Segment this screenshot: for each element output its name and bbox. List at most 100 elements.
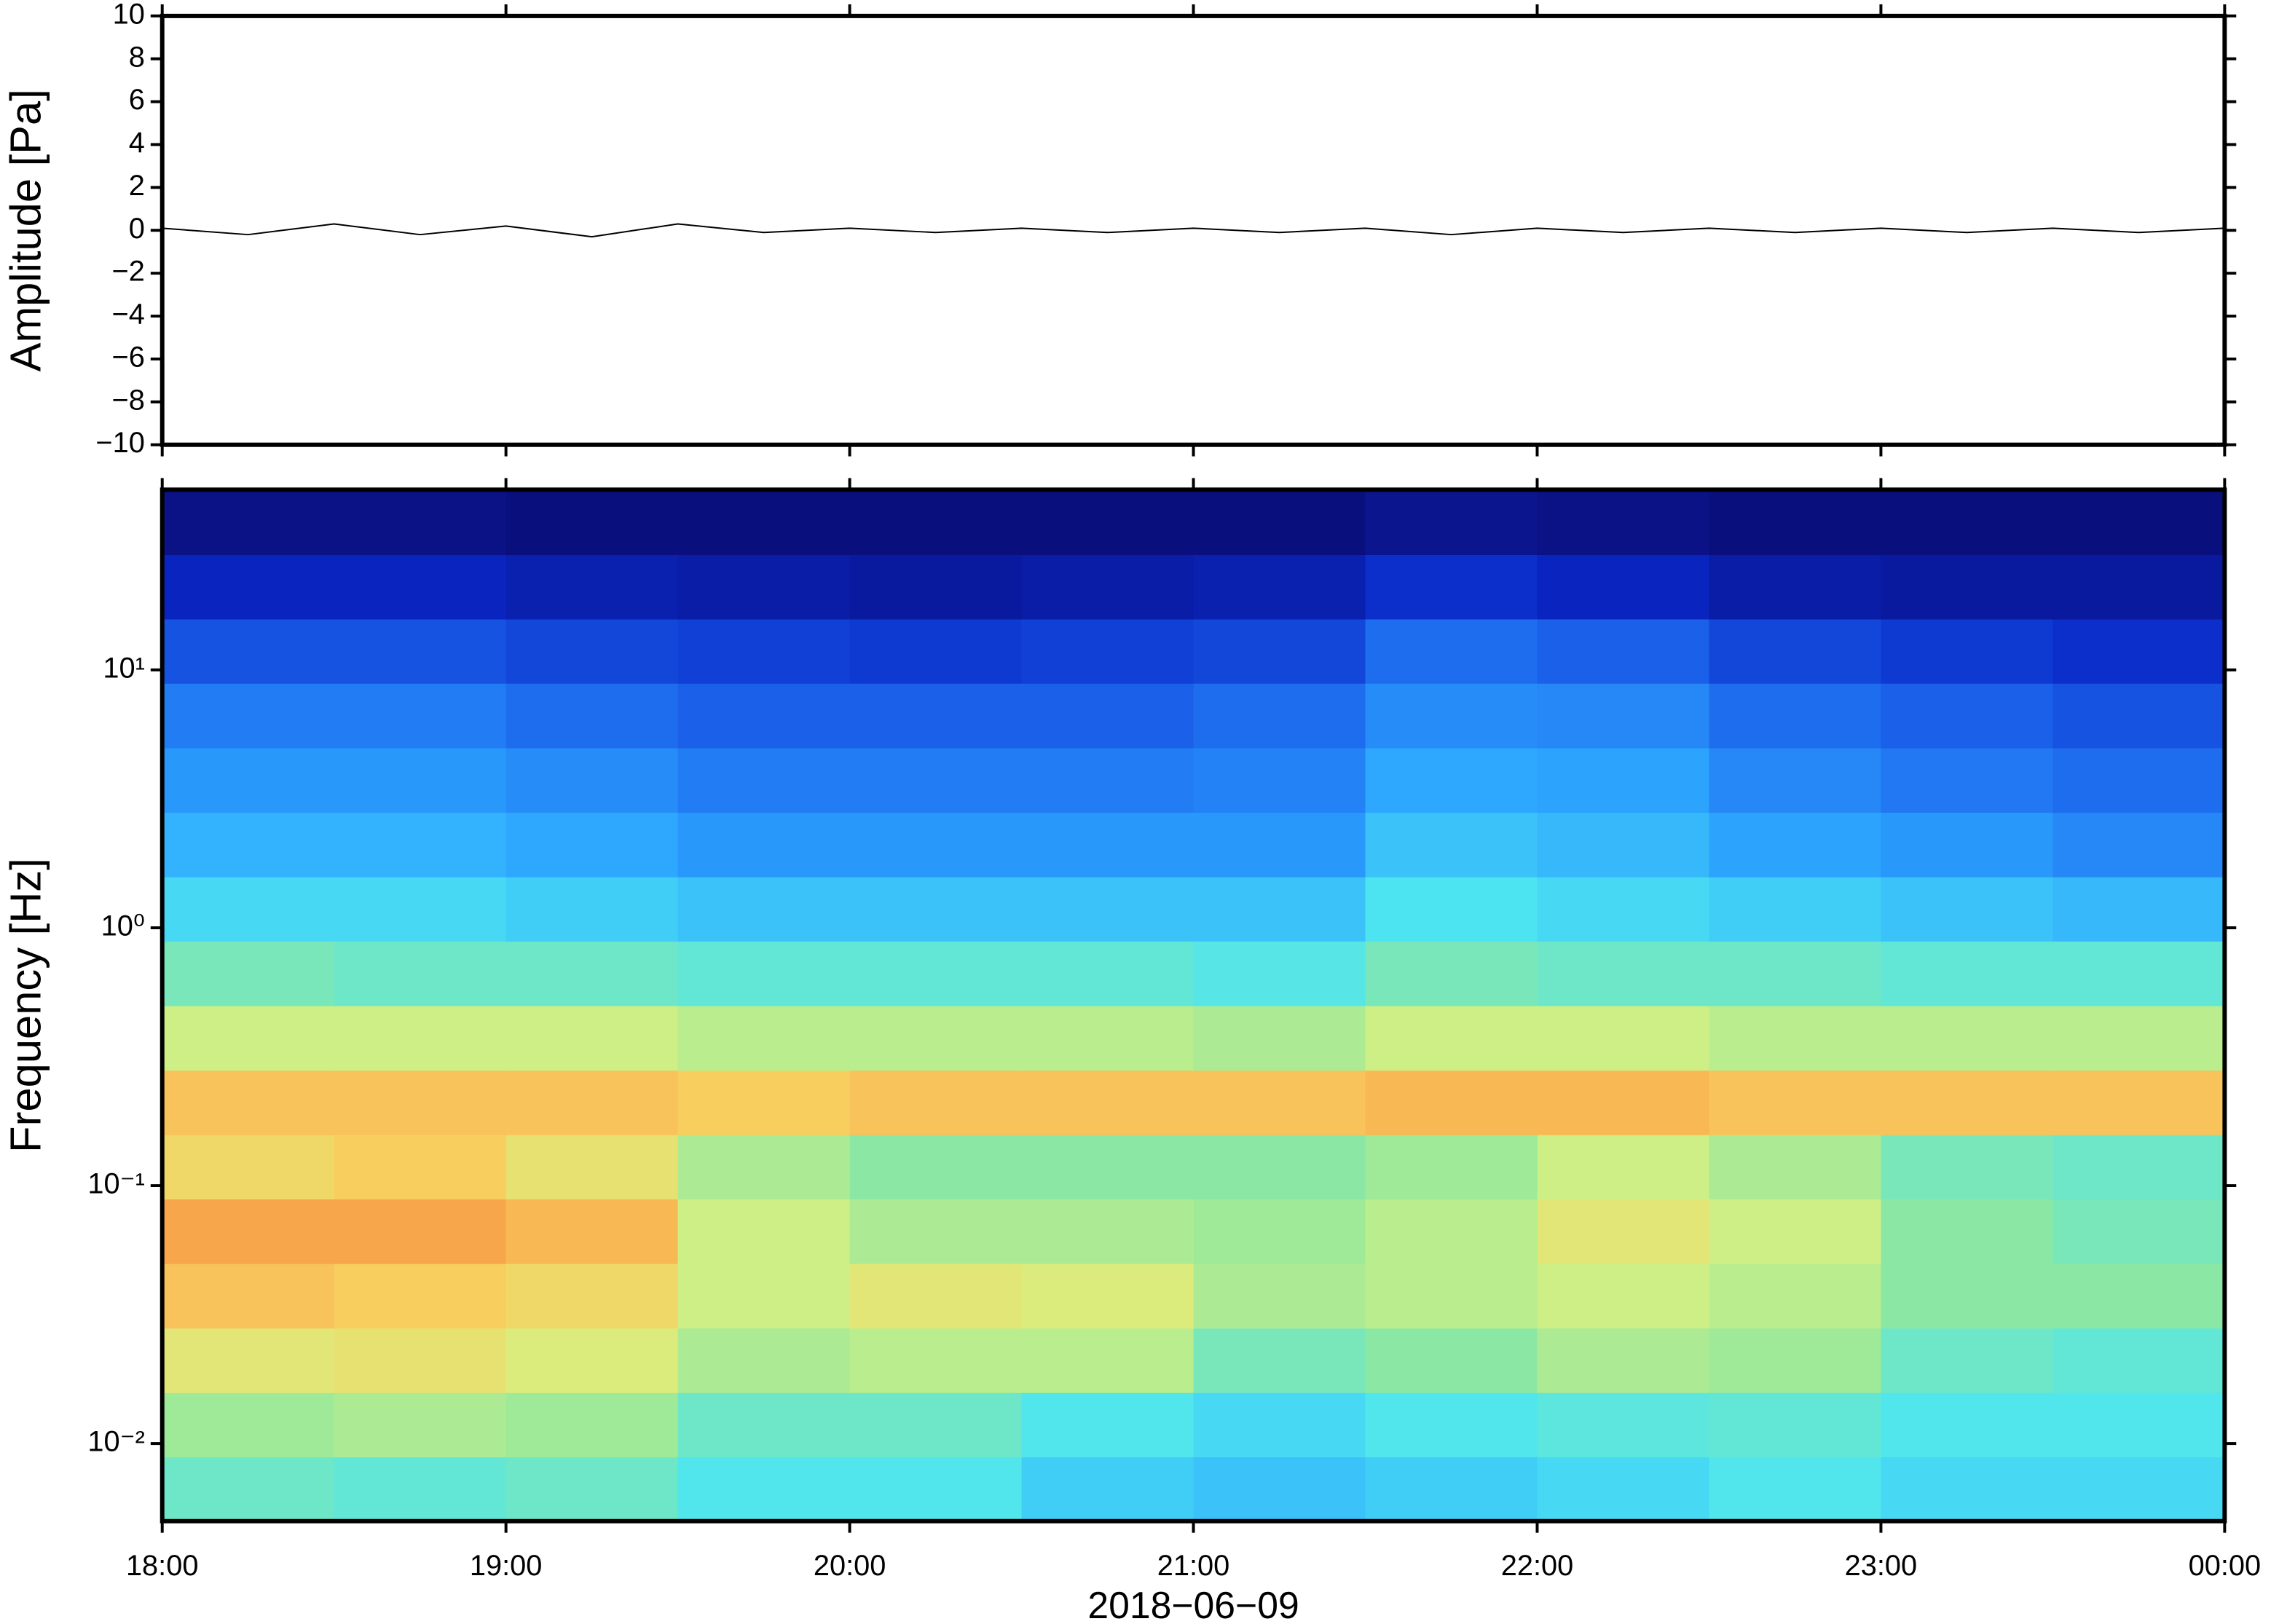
y-tick-label: −2	[112, 256, 145, 288]
spectrogram-cell	[1193, 1457, 1366, 1522]
spectrogram-cell	[334, 553, 507, 620]
panel: −10 −8 −6 −4 −2 0 2 4 6 8 10 Amplitude [Pa]	[1, 0, 2237, 459]
spectrogram-cell	[1021, 940, 1194, 1006]
y-tick-label: −4	[112, 299, 145, 331]
spectrogram-cell	[334, 1328, 507, 1393]
spectrogram-cell	[1021, 812, 1194, 878]
spectrogram-cell	[1021, 553, 1194, 620]
spectrogram-cell	[1193, 1198, 1366, 1264]
spectrogram-cell	[2052, 618, 2226, 684]
spectrogram-cell	[334, 1005, 507, 1071]
spectrogram-cell	[505, 1198, 679, 1264]
spectrogram-cell	[1193, 489, 1366, 555]
spectrogram-cell	[162, 1198, 335, 1264]
spectrogram-cell	[1365, 489, 1538, 555]
spectrogram-cell	[2052, 812, 2226, 878]
spectrogram-cell	[1365, 1457, 1538, 1522]
spectrogram-cell	[2052, 1263, 2226, 1329]
x-tick-label: 19:00	[470, 1550, 542, 1582]
spectrogram-cell	[2052, 682, 2226, 749]
spectrogram-cell	[1881, 1392, 2054, 1458]
spectrogram-cell	[2052, 940, 2226, 1006]
spectrogram-cell	[849, 1457, 1023, 1522]
spectrogram-cell	[162, 682, 335, 749]
spectrogram-cell	[1709, 1457, 1882, 1522]
spectrogram-cell	[1537, 812, 1710, 878]
spectrogram-cell	[1365, 618, 1538, 684]
spectrogram-cell	[1365, 747, 1538, 813]
spectrogram-cell	[1537, 747, 1710, 813]
spectrogram-cell	[1709, 618, 1882, 684]
spectrogram-cell	[677, 876, 851, 942]
spectrogram-cell	[677, 1070, 851, 1135]
y-tick-label: 2	[129, 170, 145, 202]
y-tick-label: −10	[95, 427, 144, 459]
spectrogram-cell	[1537, 489, 1710, 555]
spectrogram-cell	[1365, 1392, 1538, 1458]
y-tick-label: 8	[129, 41, 145, 73]
spectrogram-cell	[1537, 876, 1710, 942]
spectrogram-cell	[505, 1392, 679, 1458]
x-tick-label: 22:00	[1501, 1550, 1573, 1582]
spectrogram-cell	[2052, 1005, 2226, 1071]
spectrogram-cell	[505, 1005, 679, 1071]
spectrogram-cell	[1709, 1070, 1882, 1135]
spectrogram-cell	[2052, 1457, 2226, 1522]
spectrogram-cell	[849, 1392, 1023, 1458]
spectrogram-cell	[2052, 489, 2226, 555]
spectrogram-cell	[2052, 1134, 2226, 1199]
y-tick-label: 10⁰	[101, 910, 145, 942]
y-tick-label: −8	[112, 384, 145, 416]
spectrogram-cell	[677, 940, 851, 1006]
spectrogram-cell	[1881, 1457, 2054, 1522]
y-tick-label: 6	[129, 84, 145, 116]
spectrogram-cell	[334, 682, 507, 749]
spectrogram-cell	[1193, 940, 1366, 1006]
spectrogram-cell	[1881, 1134, 2054, 1199]
spectrogram-cell	[849, 940, 1023, 1006]
spectrogram-cell	[334, 1070, 507, 1135]
spectrogram-cell	[162, 747, 335, 813]
spectrogram-cell	[1881, 1070, 2054, 1135]
spectrogram-cell	[677, 489, 851, 555]
spectrogram-cell	[334, 876, 507, 942]
spectrogram-cell	[1193, 1263, 1366, 1329]
spectrogram-cell	[677, 1198, 851, 1264]
spectrogram-cell	[1881, 1263, 2054, 1329]
spectrogram-cell	[1709, 682, 1882, 749]
spectrogram-cell	[1537, 1070, 1710, 1135]
spectrogram-cell	[2052, 876, 2226, 942]
spectrogram-cell	[1709, 812, 1882, 878]
spectrogram-cell	[849, 1005, 1023, 1071]
spectrogram-cell	[162, 618, 335, 684]
spectrogram-cell	[677, 1263, 851, 1329]
spectrogram-cell	[1021, 618, 1194, 684]
spectrogram-cell	[849, 1070, 1023, 1135]
x-tick-label: 21:00	[1157, 1550, 1229, 1582]
spectrogram-cell	[1537, 1328, 1710, 1393]
spectrogram-cell	[1881, 1005, 2054, 1071]
spectrogram-cell	[1193, 747, 1366, 813]
spectrogram-cell	[1881, 682, 2054, 749]
spectrogram-cell	[1365, 1070, 1538, 1135]
spectrogram-cell	[1881, 1328, 2054, 1393]
spectrogram-cell	[1709, 489, 1882, 555]
spectrogram-cell	[162, 553, 335, 620]
spectrogram-cell	[1193, 1005, 1366, 1071]
spectrogram-cell	[1021, 1198, 1194, 1264]
spectrogram-cell	[849, 1134, 1023, 1199]
spectrogram-cell	[162, 1070, 335, 1135]
spectrogram-cell	[1193, 682, 1366, 749]
spectrogram-cell	[677, 747, 851, 813]
spectrogram-cell	[2052, 747, 2226, 813]
spectrogram-cell	[1709, 1392, 1882, 1458]
spectrogram-cell	[334, 812, 507, 878]
spectrogram-cell	[162, 940, 335, 1006]
spectrogram-cell	[1193, 1392, 1366, 1458]
y-tick-label: 10⁻¹	[87, 1168, 144, 1200]
spectrogram-cell	[849, 618, 1023, 684]
spectrogram-cell	[677, 553, 851, 620]
spectrogram-cell	[1365, 876, 1538, 942]
spectrogram-cell	[1021, 1134, 1194, 1199]
